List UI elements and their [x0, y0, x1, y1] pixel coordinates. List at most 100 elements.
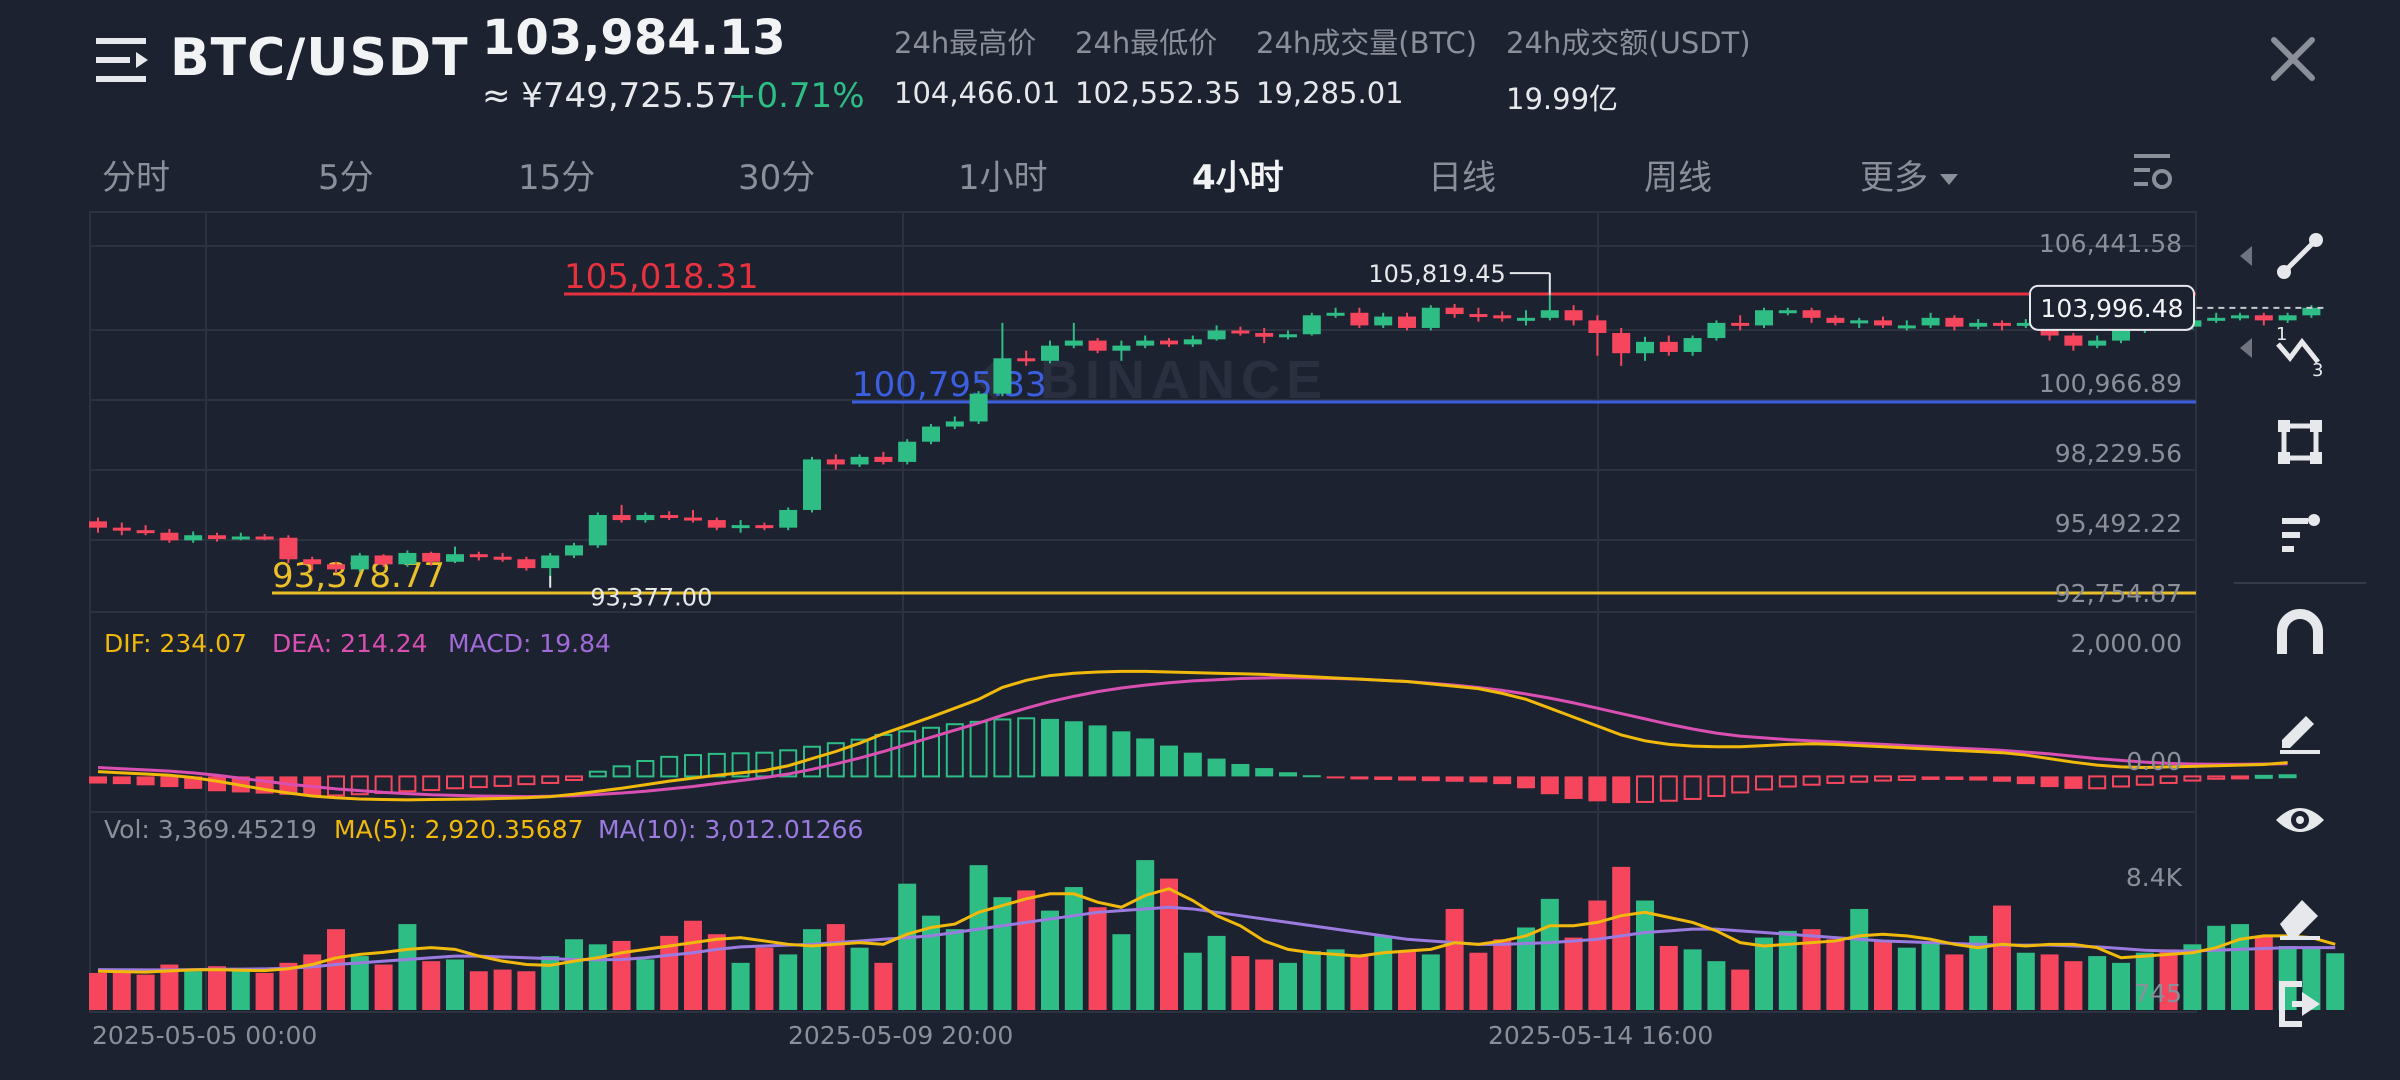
eye-icon[interactable]: [2272, 792, 2328, 848]
candle-body: [2088, 340, 2107, 346]
volume-bar: [1255, 959, 1274, 1010]
trend-line-icon[interactable]: [2272, 228, 2328, 284]
tab-daily[interactable]: 日线: [1428, 150, 1496, 199]
candle-body: [779, 509, 798, 528]
eraser-icon[interactable]: [2272, 886, 2328, 942]
low-label: 93,377.00: [590, 584, 712, 612]
volume-bar: [1326, 949, 1345, 1010]
volume-bar: [374, 964, 393, 1010]
macd-bar: [850, 738, 869, 778]
tab-more[interactable]: 更多: [1860, 150, 1958, 199]
volume-bar: [1636, 900, 1654, 1010]
pair-title[interactable]: BTC/USDT: [170, 28, 469, 88]
volume-bar: [2254, 935, 2273, 1010]
volume-bar: [2207, 925, 2226, 1010]
macd-bar: [2016, 776, 2035, 785]
candle-body: [1207, 330, 1226, 340]
menu-icon[interactable]: [96, 36, 148, 84]
macd-bar: [1612, 776, 1631, 804]
volume-bar: [1279, 962, 1297, 1010]
macd-bar: [1969, 776, 1988, 781]
macd-bar: [898, 730, 917, 778]
volume-bar: [1826, 939, 1845, 1010]
candles: 105,819.45 93,377.00 103,996.48: [89, 260, 2324, 612]
header: BTC/USDT 103,984.13 ≈ ¥749,725.57 +0.71%…: [0, 0, 2400, 130]
macd-bar: [2183, 775, 2202, 782]
candle-body: [1778, 310, 1797, 314]
macd-bar: [684, 754, 702, 778]
macd-bar: [1707, 775, 1726, 797]
magnet-icon[interactable]: [2272, 606, 2328, 662]
macd-bar: [1445, 776, 1464, 782]
tab-weekly[interactable]: 周线: [1644, 150, 1712, 199]
macd-bar: [660, 755, 679, 778]
tab-4hour[interactable]: 4小时: [1192, 150, 1284, 199]
macd-bar: [1302, 775, 1321, 778]
level-label: 105,018.31: [564, 257, 759, 297]
volume-bar: [1612, 866, 1631, 1010]
volume-bar: [2231, 924, 2249, 1010]
macd-bar: [1160, 745, 1178, 777]
candle-body: [1231, 330, 1250, 334]
macd-bar: [541, 775, 560, 784]
macd-bar: [2088, 775, 2107, 790]
volume-bar: [707, 934, 726, 1010]
tab-15min[interactable]: 15分: [518, 150, 595, 199]
rectangle-icon[interactable]: [2272, 414, 2328, 470]
high-label: 105,819.45: [1368, 260, 1505, 288]
candle-body: [517, 559, 536, 569]
exit-icon[interactable]: [2272, 976, 2328, 1032]
volume-bar: [1683, 949, 1702, 1010]
candle-body: [112, 527, 131, 531]
volume-bar: [1112, 934, 1131, 1010]
candle-body: [208, 535, 226, 540]
expand-caret-icon[interactable]: [2240, 338, 2252, 358]
macd-bar: [327, 775, 345, 797]
price-tick: 98,229.56: [2055, 439, 2182, 468]
tab-1min[interactable]: 分时: [102, 150, 170, 199]
close-icon[interactable]: [2268, 34, 2318, 84]
candle-body: [612, 515, 631, 521]
price-tick: 95,492.22: [2055, 509, 2182, 538]
candle-body: [2278, 315, 2297, 321]
candle-body: [1302, 315, 1321, 335]
macd-bar: [1207, 758, 1226, 777]
candle-body: [1850, 320, 1869, 324]
volume-bar: [1778, 930, 1797, 1010]
expand-caret-icon[interactable]: [2240, 246, 2252, 266]
tab-5min[interactable]: 5分: [318, 150, 374, 199]
macd-bar: [2231, 775, 2249, 780]
candle-body: [446, 554, 464, 562]
stat-24h-low: 24h最低价 102,552.35: [1075, 20, 1241, 110]
time-tick: 2025-05-05 00:00: [92, 1021, 317, 1050]
candle-body: [636, 515, 655, 521]
macd-bar: [1398, 776, 1416, 781]
macd-bar: [1326, 776, 1345, 779]
tab-30min[interactable]: 30分: [738, 150, 815, 199]
candle-body: [1826, 317, 1845, 323]
fib-extension-icon[interactable]: 3 1: [2272, 322, 2328, 378]
volume-label: Vol: 3,369.45219: [104, 815, 317, 844]
candle-body: [541, 555, 560, 569]
macd-bar: [731, 752, 750, 778]
levels-icon[interactable]: [2272, 506, 2328, 562]
volume-bar: [1850, 908, 1869, 1010]
candle-body: [350, 555, 369, 570]
volume-bar: [779, 954, 798, 1010]
candle-body: [1445, 307, 1464, 315]
candle-body: [1326, 312, 1345, 316]
volume-bar: [1398, 951, 1416, 1010]
pencil-icon[interactable]: [2272, 700, 2328, 756]
candle-body: [1874, 320, 1892, 326]
chart-settings-icon[interactable]: [2134, 152, 2174, 194]
tab-1hour[interactable]: 1小时: [958, 150, 1048, 199]
macd-bar: [1374, 776, 1393, 780]
volume-bar: [969, 865, 988, 1010]
macd-bar: [826, 742, 845, 778]
candle-body: [1659, 341, 1678, 352]
candle-body: [1755, 310, 1773, 326]
candle-body: [1921, 317, 1940, 326]
candle-body: [684, 517, 702, 521]
